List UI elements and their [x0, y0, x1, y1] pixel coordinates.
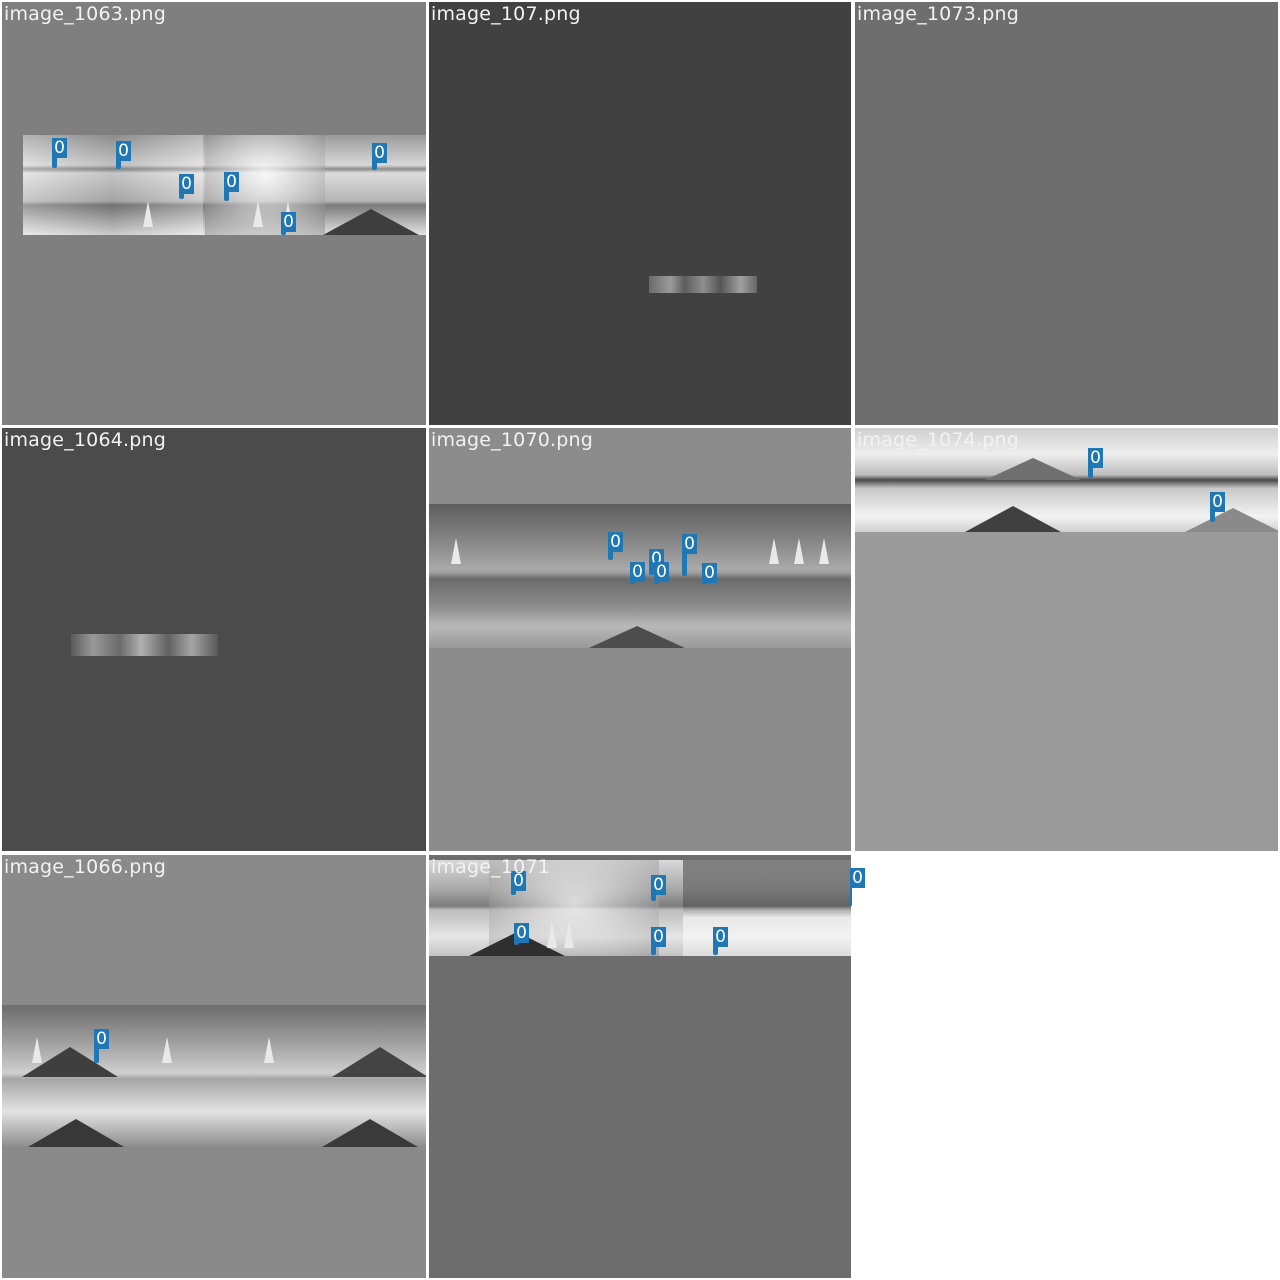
mosaic-tile-5: image_1070.png 0 0 0 0 0 0 [429, 428, 851, 851]
mosaic-tile-2: image_107.png [429, 2, 851, 425]
mosaic-tile-8: image_1071 0 0 0 0 0 [429, 855, 851, 1278]
tile-filename: image_1070.png [431, 429, 594, 451]
detection-label: 0 [702, 563, 717, 583]
detection-label: 0 [713, 927, 728, 947]
detection-label: 0 [654, 562, 669, 582]
tile-filename: image_1071 [431, 856, 551, 878]
camera-image-strip [23, 135, 426, 235]
detection-label: 0 [682, 534, 697, 554]
camera-image-strip [649, 276, 757, 293]
detection-label: 0 [511, 871, 526, 891]
camera-image-strip [71, 634, 218, 656]
detection-label: 0 [608, 532, 623, 552]
tile-filename: image_107.png [431, 3, 581, 25]
tile-filename: image_1063.png [4, 3, 167, 25]
camera-image-strip [855, 428, 1278, 532]
detection-label: 0 [224, 172, 239, 192]
detection-label: 0 [1088, 448, 1103, 468]
detection-label: 0 [281, 212, 296, 232]
detection-label: 0 [179, 174, 194, 194]
tile-filename: image_1066.png [4, 856, 167, 878]
tile-filename: image_1064.png [4, 429, 167, 451]
camera-image-strip [429, 860, 851, 956]
detection-label: 0 [94, 1029, 109, 1049]
mosaic-tile-6: image_1074.png 0 0 [855, 428, 1278, 851]
mosaic-tile-1: image_1063.png 0 0 0 0 0 0 [2, 2, 426, 425]
detection-label: 0 [850, 868, 865, 888]
detection-label: 0 [372, 143, 387, 163]
detection-label: 0 [630, 562, 645, 582]
detection-label: 0 [52, 138, 67, 158]
detection-label: 0 [116, 141, 131, 161]
tile-filename: image_1074.png [857, 429, 1020, 451]
mosaic-tile-3: image_1073.png [855, 2, 1278, 425]
detection-label: 0 [651, 875, 666, 895]
detection-label: 0 [514, 923, 529, 943]
mosaic-tile-4: image_1064.png [2, 428, 426, 851]
camera-image-strip [2, 1005, 426, 1147]
detection-label: 0 [651, 927, 666, 947]
detection-label: 0 [1210, 492, 1225, 512]
mosaic-tile-7: image_1066.png 0 [2, 855, 426, 1278]
tile-filename: image_1073.png [857, 3, 1020, 25]
